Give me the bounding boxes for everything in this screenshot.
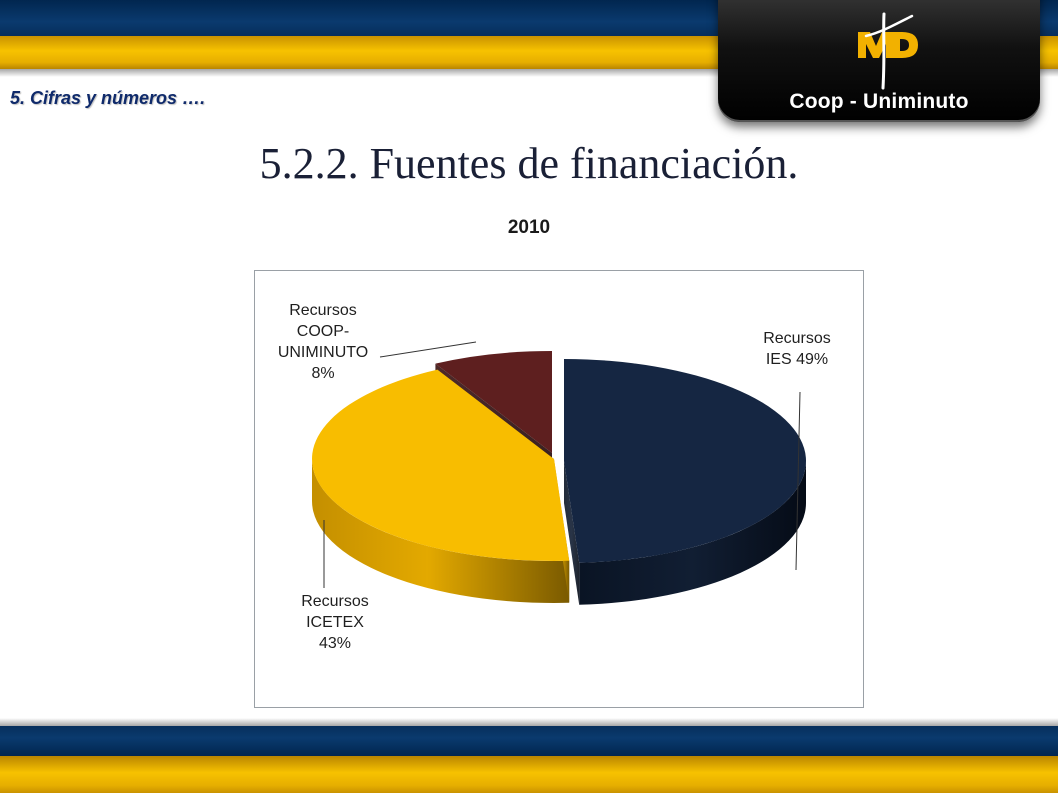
data-label: UNIMINUTO (278, 344, 368, 361)
pie-slice-recursos-coop-uniminuto (435, 351, 552, 453)
header-shadow (0, 69, 1058, 77)
pie-chart: Recursos IES 49% Recursos ICETEX 43% Recursos… (278, 302, 831, 652)
logo-text: Coop - Uniminuto (789, 90, 969, 113)
pie-slice-recursos-ies (564, 359, 807, 563)
footer-band-blue (0, 726, 1058, 756)
data-label: COOP- (297, 323, 349, 340)
logo-panel (718, 0, 1040, 122)
data-label: Recursos (763, 330, 831, 347)
pie-slice-cut (564, 461, 580, 605)
data-label: Recursos (301, 593, 369, 610)
data-label: IES 49% (766, 351, 828, 368)
pie-slice-side (312, 459, 570, 603)
md-cross-logo-icon (858, 12, 918, 90)
pie-slice-side (579, 461, 806, 605)
leader-line (379, 341, 477, 358)
chart-title: 2010 (507, 217, 551, 238)
pie-slice-recursos-icetex (311, 369, 570, 561)
data-label: 8% (311, 365, 334, 382)
slide-title: 5.2.2. Fuentes de financiación. (259, 139, 799, 188)
footer-shadow (0, 718, 1058, 726)
data-label: 43% (319, 635, 351, 652)
section-label: 5. Cifras y números …. (10, 88, 206, 108)
leader-line (795, 391, 801, 571)
data-label: ICETEX (306, 614, 364, 631)
footer-band-gold (0, 756, 1058, 793)
data-label: Recursos (289, 302, 357, 319)
